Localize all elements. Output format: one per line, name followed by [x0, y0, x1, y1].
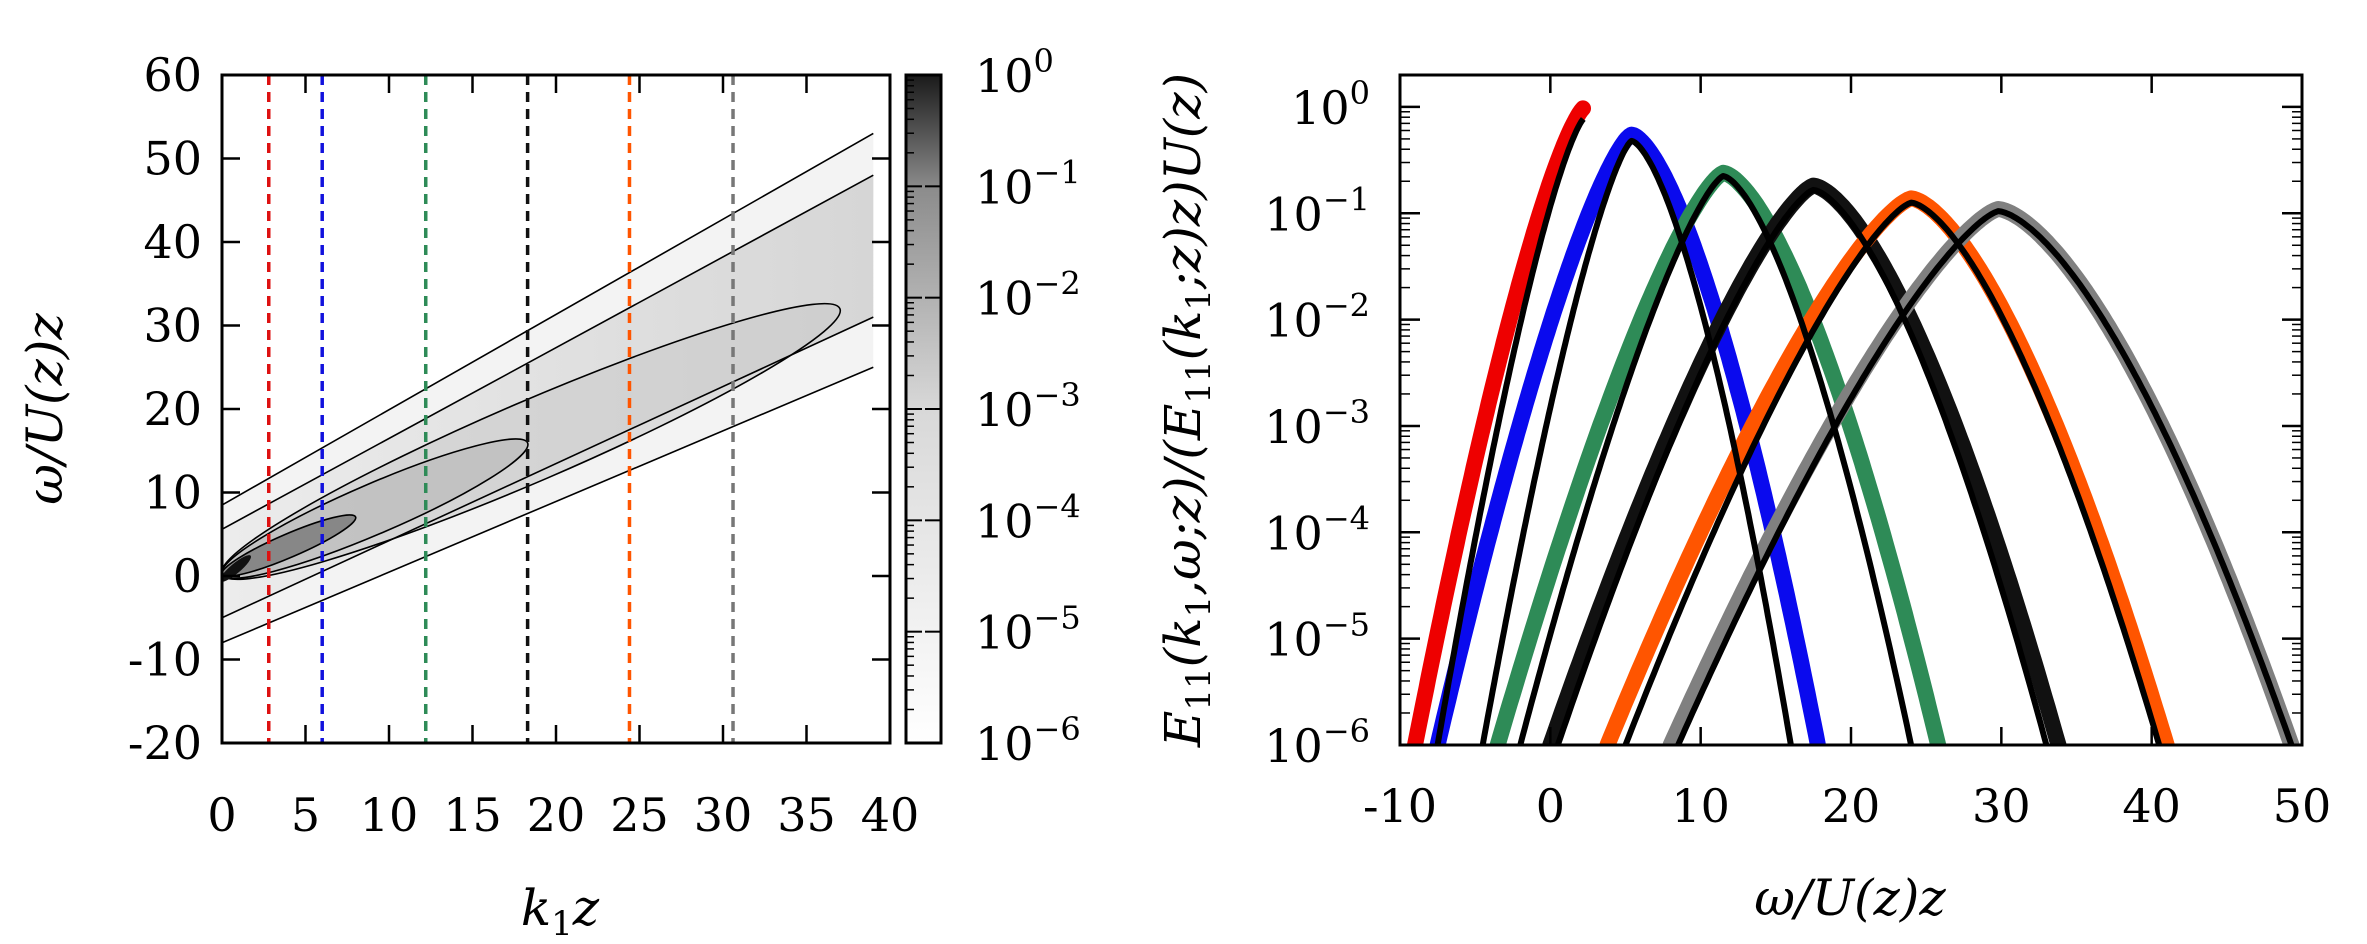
y-tick-label: -20 — [128, 716, 202, 770]
model-fit-series — [1434, 117, 1586, 745]
left-x-ticks: 0 5 10 15 20 25 30 35 40 — [207, 75, 919, 842]
left-y-label: ω/U(z)z — [16, 313, 74, 505]
y-tick-label: 10−2 — [1264, 287, 1370, 348]
model-fit-series — [1622, 199, 2163, 745]
contour-ellipse — [222, 514, 357, 578]
y-tick-label: 100 — [1291, 74, 1370, 135]
spectra-series — [1407, 100, 2300, 745]
colorbar-tick-label: 10−6 — [975, 710, 1081, 771]
model-fit-series — [1675, 208, 2295, 745]
x-tick-label: 20 — [1822, 779, 1881, 833]
colorbar-tick-label: 10−4 — [975, 487, 1081, 548]
colorbar-tick-label: 10−1 — [975, 153, 1081, 214]
y-tick-label: 50 — [143, 132, 202, 186]
x-tick-label: 30 — [694, 788, 753, 842]
data-series — [1429, 126, 1826, 745]
x-tick-label: 35 — [777, 788, 836, 842]
colorbar-tick-label: 10−5 — [975, 599, 1081, 660]
y-tick-label: 10−6 — [1264, 712, 1370, 773]
right-y-label: E11(k1,ω;z)/(E11(k1;z)z)U(z) — [1154, 73, 1219, 748]
right-x-ticks: -10 0 10 20 30 40 50 — [1363, 75, 2331, 833]
model-fit-series — [1479, 137, 1794, 745]
data-series — [1542, 177, 2067, 745]
right-x-label: ω/U(z)z — [1754, 869, 1946, 927]
x-tick-label: 25 — [610, 788, 669, 842]
colorbar-tick-label: 100 — [975, 42, 1054, 103]
colorbar-ticks: 100 10−1 10−2 10−3 10−4 10−5 10−6 — [906, 42, 1081, 771]
x-tick-label: 20 — [527, 788, 586, 842]
data-series — [1489, 164, 1947, 745]
y-tick-label: 20 — [143, 382, 202, 436]
x-tick-label: 15 — [443, 788, 502, 842]
y-tick-label: 40 — [143, 215, 202, 269]
colorbar-tick-label: 10−2 — [975, 265, 1081, 326]
data-series — [1599, 190, 2175, 745]
spectra-panel: -10 0 10 20 30 40 50 10010−110−210−310−410−510… — [1154, 73, 2331, 927]
spectrum-fill — [222, 133, 874, 643]
x-tick-label: 5 — [291, 788, 320, 842]
x-tick-label: 40 — [2122, 779, 2181, 833]
y-tick-label: 10−5 — [1264, 606, 1370, 667]
contour-line — [222, 366, 874, 644]
contour-line — [222, 132, 874, 506]
model-fit-series — [1554, 186, 2050, 745]
x-tick-label: 0 — [207, 788, 236, 842]
y-tick-label: 60 — [143, 48, 202, 102]
right-y-ticks: 100 10−1 10−2 10−3 10−4 10−5 10−6 — [1264, 74, 2302, 773]
x-tick-label: -10 — [1363, 779, 1437, 833]
left-y-ticks: 60 50 40 30 20 10 0 -10 -20 — [128, 48, 890, 770]
y-tick-label: 10 — [143, 466, 202, 520]
y-tick-label: 10−1 — [1264, 180, 1370, 241]
y-tick-label: 10−4 — [1264, 499, 1370, 560]
x-tick-label: 10 — [360, 788, 419, 842]
colorbar-tick-label: 10−3 — [975, 376, 1081, 437]
x-tick-label: 30 — [1972, 779, 2031, 833]
left-x-label: k1z — [521, 879, 600, 944]
y-tick-label: 30 — [143, 299, 202, 353]
contour-line — [222, 316, 874, 619]
wavenumber-markers — [267, 75, 735, 743]
contour-lines — [222, 132, 874, 644]
y-tick-label: 10−3 — [1264, 393, 1370, 454]
x-tick-label: 40 — [861, 788, 920, 842]
contour-line — [222, 174, 874, 530]
x-tick-label: 0 — [1536, 779, 1565, 833]
x-tick-label: 50 — [2273, 779, 2332, 833]
y-tick-label: -10 — [128, 633, 202, 687]
data-series — [1407, 100, 1591, 745]
x-tick-label: 10 — [1671, 779, 1730, 833]
y-tick-label: 0 — [173, 549, 202, 603]
model-fit-series — [1517, 173, 1915, 745]
